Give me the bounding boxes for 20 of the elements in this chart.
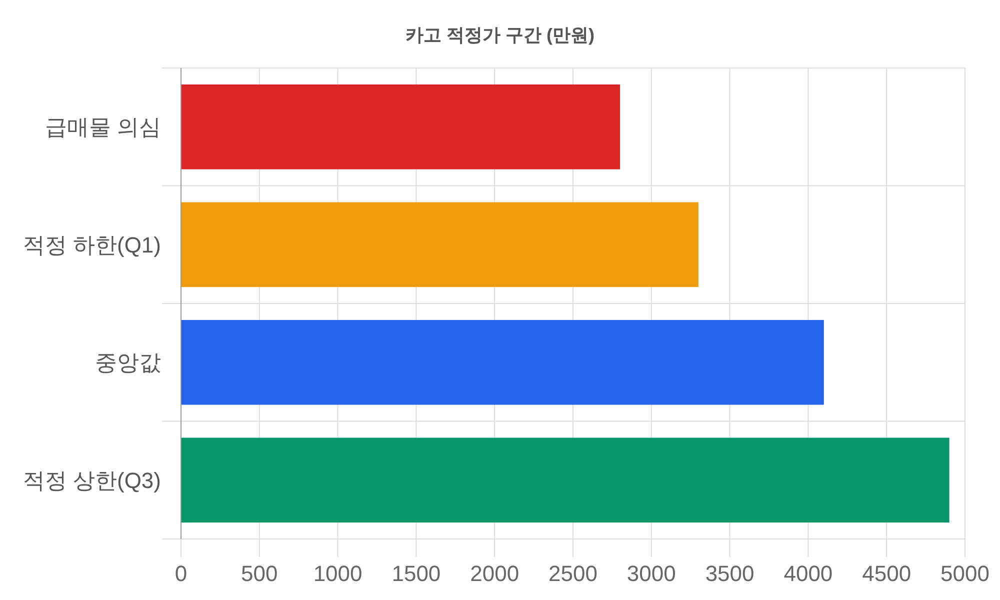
- bar: [181, 320, 824, 405]
- y-tick-label: 급매물 의심: [44, 114, 161, 140]
- x-tick-label: 2500: [548, 561, 598, 586]
- y-tick-label: 중앙값: [95, 350, 161, 376]
- x-tick-label: 1000: [313, 561, 362, 586]
- bar: [181, 84, 620, 170]
- bar: [181, 202, 698, 288]
- x-tick-label: 4500: [862, 561, 912, 586]
- y-tick-label: 적정 하한(Q1): [22, 232, 161, 258]
- x-tick-label: 2000: [470, 561, 520, 586]
- x-tick-label: 3500: [705, 561, 754, 586]
- chart-title: 카고 적정가 구간 (만원): [406, 25, 594, 45]
- x-tick-label: 500: [241, 561, 278, 586]
- x-tick-label: 1500: [392, 561, 441, 586]
- bar: [181, 438, 950, 523]
- x-tick-label: 3000: [626, 561, 676, 586]
- y-tick-label: 적정 상한(Q3): [22, 468, 161, 493]
- x-tick-label: 4000: [784, 561, 833, 586]
- x-tick-label: 0: [174, 561, 188, 586]
- x-tick-label: 5000: [940, 561, 990, 586]
